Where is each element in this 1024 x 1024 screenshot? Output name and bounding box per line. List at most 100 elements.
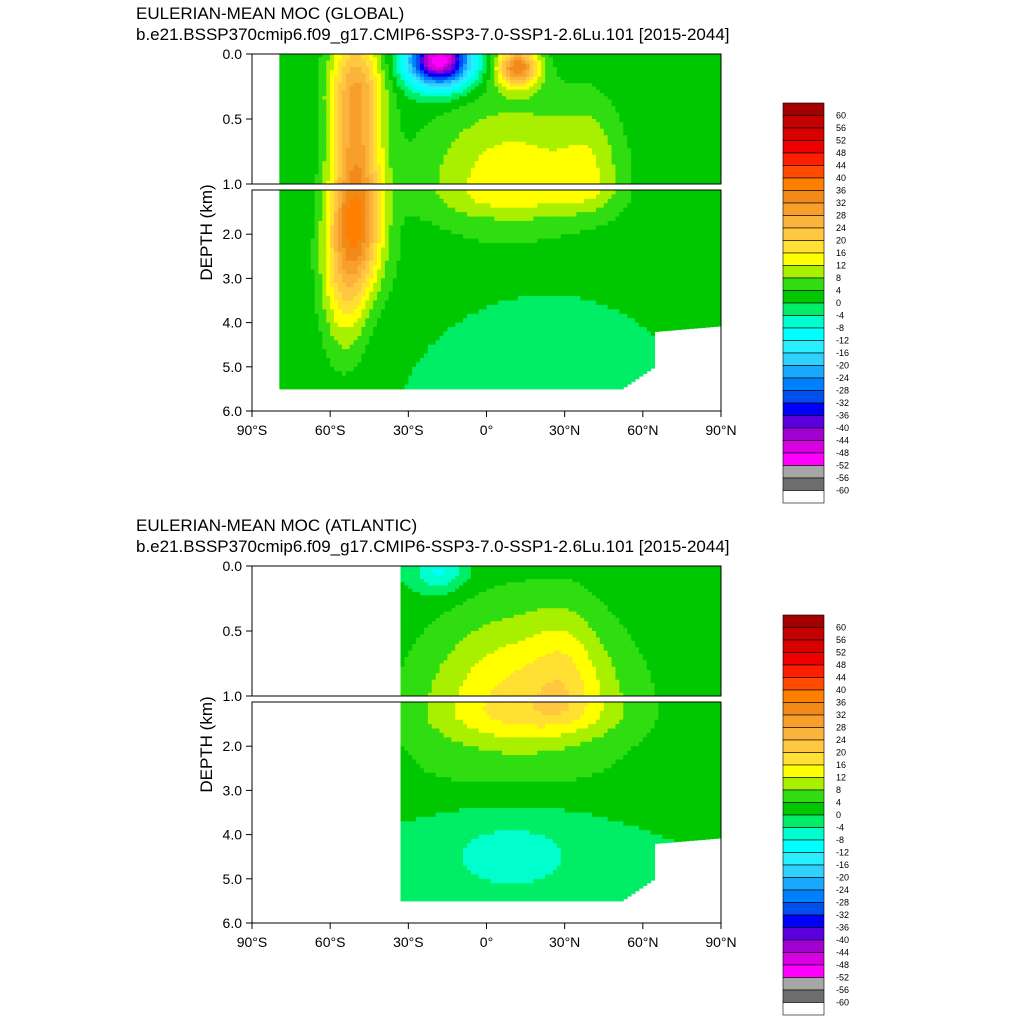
field-cell [341, 115, 347, 120]
field-cell [404, 357, 409, 363]
field-cell [486, 243, 491, 248]
field-cell [490, 229, 495, 235]
field-cell [459, 138, 464, 143]
field-cell [294, 106, 300, 110]
field-cell [357, 318, 362, 324]
field-cell [474, 102, 480, 107]
field-cell [439, 151, 445, 156]
field-cell [361, 122, 366, 126]
field-cell [466, 318, 472, 324]
field-cell [388, 282, 394, 288]
field-cell [416, 234, 421, 240]
field-cell [314, 135, 319, 139]
field-cell [459, 269, 464, 275]
field-cell [466, 327, 472, 332]
field-cell [482, 112, 487, 117]
field-cell [498, 313, 503, 319]
field-cell [373, 89, 378, 94]
field-cell [408, 229, 413, 235]
field-cell [404, 335, 409, 341]
field-cell [439, 106, 445, 110]
field-cell [373, 70, 378, 74]
field-cell [502, 93, 507, 97]
field-cell [392, 362, 398, 368]
field-cell [326, 161, 331, 165]
field-cell [447, 76, 452, 81]
field-cell [451, 154, 456, 159]
field-cell [294, 86, 300, 91]
field-cell [408, 291, 413, 297]
field-cell [341, 161, 347, 165]
field-cell [451, 322, 456, 328]
field-cell [310, 296, 316, 301]
field-cell [427, 322, 433, 328]
field-cell [439, 349, 445, 355]
field-cell [502, 86, 507, 91]
field-cell [498, 132, 503, 136]
field-cell [463, 273, 468, 279]
field-cell [380, 362, 386, 368]
field-cell [431, 132, 437, 136]
field-cell [435, 128, 441, 133]
field-cell [427, 198, 433, 204]
field-cell [298, 132, 304, 136]
field-cell [369, 145, 374, 149]
field-cell [326, 371, 331, 377]
field-cell [373, 164, 378, 169]
field-cell [326, 238, 331, 244]
field-cell [373, 322, 378, 328]
field-cell [294, 151, 300, 156]
field-cell [353, 353, 359, 359]
field-cell [455, 287, 460, 293]
field-cell [463, 151, 468, 156]
field-cell [420, 380, 425, 385]
field-cell [420, 247, 425, 253]
field-cell [400, 207, 405, 213]
field-cell [490, 349, 495, 355]
field-cell [345, 109, 351, 113]
field-cell [494, 273, 499, 279]
field-cell [365, 96, 370, 100]
field-cell [502, 128, 507, 133]
field-cell [502, 256, 507, 262]
field-cell [420, 269, 425, 275]
field-cell [427, 225, 433, 231]
field-cell [435, 122, 441, 126]
field-cell [298, 194, 304, 200]
field-cell [423, 371, 429, 377]
field-cell [392, 225, 398, 231]
field-cell [287, 93, 292, 97]
field-cell [482, 161, 487, 165]
field-cell [443, 177, 448, 182]
field-cell [408, 234, 413, 240]
field-cell [408, 309, 413, 315]
field-cell [369, 122, 374, 126]
field-cell [416, 125, 421, 130]
field-cell [474, 384, 480, 390]
field-cell [427, 190, 433, 195]
field-cell [377, 327, 382, 332]
field-cell [435, 125, 441, 130]
field-cell [486, 304, 491, 310]
field-cell [291, 335, 296, 341]
field-cell [310, 115, 316, 120]
field-cell [478, 76, 484, 81]
field-cell [341, 212, 347, 218]
field-cell [373, 238, 378, 244]
field-cell [447, 256, 452, 262]
field-cell [459, 198, 464, 204]
field-cell [341, 154, 347, 159]
field-cell [279, 327, 284, 332]
field-cell [380, 220, 386, 226]
field-cell [298, 57, 304, 61]
field-cell [420, 99, 425, 104]
field-cell [377, 73, 382, 78]
field-cell [451, 194, 456, 200]
field-cell [392, 93, 398, 97]
field-cell [337, 161, 343, 165]
field-cell [318, 180, 323, 185]
field-cell [400, 269, 405, 275]
field-cell [478, 340, 484, 346]
field-cell [470, 125, 476, 130]
field-cell [420, 194, 425, 200]
